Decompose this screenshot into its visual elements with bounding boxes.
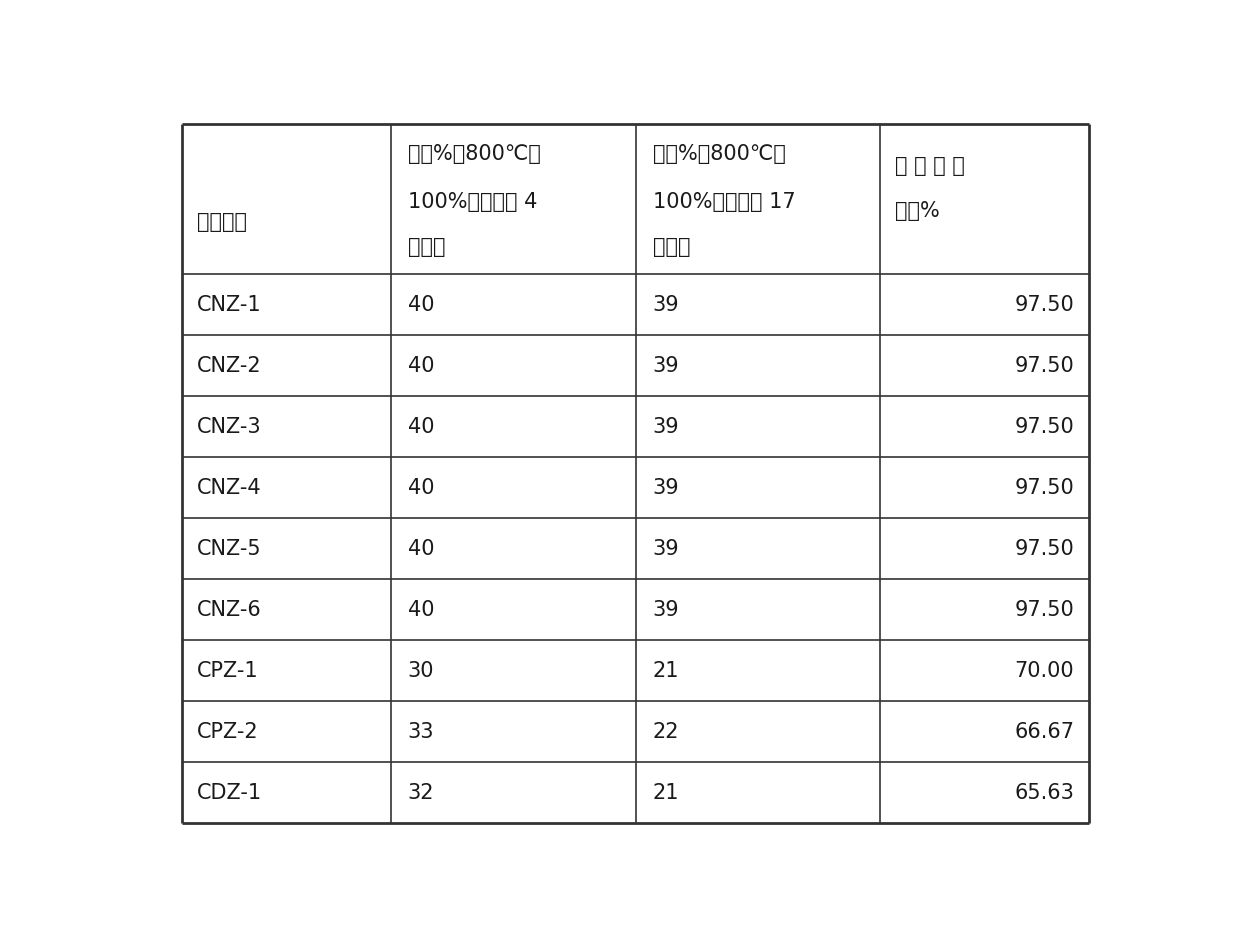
Text: CDZ-1: CDZ-1 <box>197 783 262 803</box>
Text: CNZ-1: CNZ-1 <box>197 295 262 315</box>
Text: CNZ-4: CNZ-4 <box>197 477 262 498</box>
Text: CPZ-2: CPZ-2 <box>197 721 258 742</box>
Text: 活 性 稳 定: 活 性 稳 定 <box>895 156 965 176</box>
Text: 97.50: 97.50 <box>1014 599 1074 620</box>
Text: 32: 32 <box>408 783 434 803</box>
Text: 22: 22 <box>652 721 680 742</box>
Text: 微活%（800℃、: 微活%（800℃、 <box>408 144 541 164</box>
Text: 40: 40 <box>408 356 434 376</box>
Text: CNZ-5: CNZ-5 <box>197 538 262 559</box>
Text: 小时）: 小时） <box>652 237 691 257</box>
Text: 33: 33 <box>408 721 434 742</box>
Text: 97.50: 97.50 <box>1014 416 1074 437</box>
Text: 40: 40 <box>408 599 434 620</box>
Text: 100%水热减活 17: 100%水热减活 17 <box>652 192 795 212</box>
Text: 40: 40 <box>408 416 434 437</box>
Text: 39: 39 <box>652 599 680 620</box>
Text: CNZ-2: CNZ-2 <box>197 356 262 376</box>
Text: CPZ-1: CPZ-1 <box>197 660 258 681</box>
Text: 40: 40 <box>408 295 434 315</box>
Text: 40: 40 <box>408 477 434 498</box>
Text: 39: 39 <box>652 295 680 315</box>
Text: 性，%: 性，% <box>895 201 940 221</box>
Text: 21: 21 <box>652 783 680 803</box>
Text: 39: 39 <box>652 356 680 376</box>
Text: 40: 40 <box>408 538 434 559</box>
Text: 97.50: 97.50 <box>1014 477 1074 498</box>
Text: 97.50: 97.50 <box>1014 356 1074 376</box>
Text: 70.00: 70.00 <box>1014 660 1074 681</box>
Text: 39: 39 <box>652 538 680 559</box>
Text: CNZ-3: CNZ-3 <box>197 416 262 437</box>
Text: 39: 39 <box>652 416 680 437</box>
Text: 97.50: 97.50 <box>1014 295 1074 315</box>
Text: 65.63: 65.63 <box>1014 783 1074 803</box>
Text: 21: 21 <box>652 660 680 681</box>
Text: 30: 30 <box>408 660 434 681</box>
Text: 66.67: 66.67 <box>1014 721 1074 742</box>
Text: 小时）: 小时） <box>408 237 445 257</box>
Text: 97.50: 97.50 <box>1014 538 1074 559</box>
Text: 微活%（800℃、: 微活%（800℃、 <box>652 144 785 164</box>
Text: 样品编号: 样品编号 <box>197 212 247 232</box>
Text: 100%水热减活 4: 100%水热减活 4 <box>408 192 537 212</box>
Text: 39: 39 <box>652 477 680 498</box>
Text: CNZ-6: CNZ-6 <box>197 599 262 620</box>
